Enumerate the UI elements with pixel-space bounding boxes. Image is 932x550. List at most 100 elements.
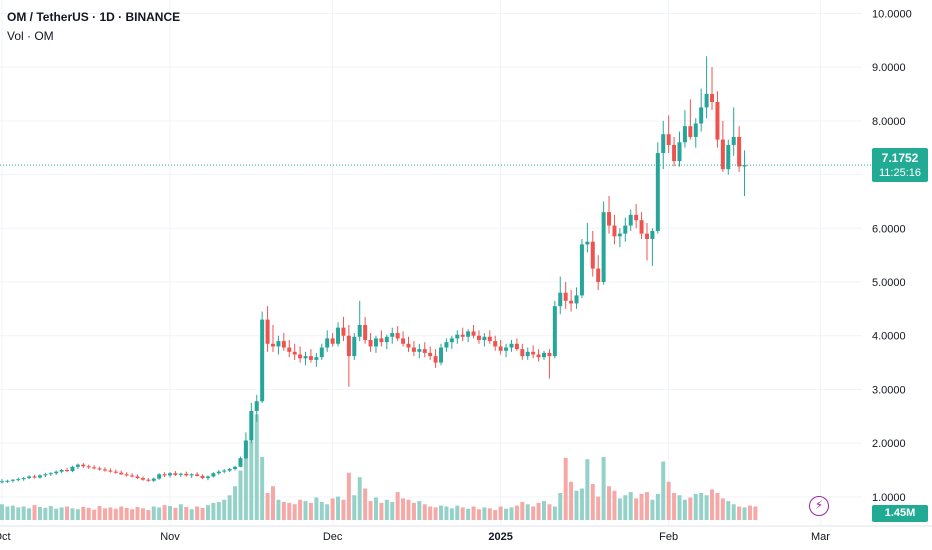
x-tick-label: 2025 [488, 531, 512, 543]
candle [271, 324, 275, 352]
candle [108, 468, 113, 473]
candle [5, 479, 10, 483]
volume-bar [357, 477, 362, 520]
candle [330, 333, 335, 347]
candle [704, 56, 709, 119]
volume-bar [346, 472, 351, 520]
volume-bar [466, 508, 471, 520]
volume-bar [666, 481, 671, 520]
y-tick-label: 8.0000 [872, 116, 906, 128]
candle [70, 465, 75, 473]
candle [238, 456, 243, 468]
volume-bar [287, 502, 292, 520]
candle [65, 467, 70, 473]
volume-bar [525, 504, 530, 520]
candle [417, 343, 422, 359]
volume-bar [59, 507, 64, 520]
volume-bar [238, 470, 243, 520]
volume-bar [260, 457, 265, 520]
y-tick-label: 2.0000 [872, 438, 906, 450]
candle [504, 343, 509, 358]
candle [514, 338, 519, 351]
candle [368, 333, 373, 352]
volume-bar [558, 493, 563, 520]
volume-bar [336, 496, 341, 520]
volume-bar [314, 497, 319, 520]
volume-bar [731, 504, 736, 520]
volume-bar [341, 499, 346, 520]
candle [357, 300, 362, 342]
volume-bar [417, 501, 422, 520]
candle [623, 217, 628, 242]
volume-bar [75, 509, 80, 520]
candle [411, 341, 416, 357]
volume-bar [563, 457, 568, 520]
candle [455, 330, 460, 344]
candle [113, 469, 118, 474]
candle [173, 471, 178, 476]
y-tick-label: 6.0000 [872, 223, 906, 235]
candle [542, 350, 546, 360]
candle [737, 126, 742, 172]
candle [0, 479, 4, 484]
volume-bar [547, 504, 552, 520]
candle [384, 334, 389, 350]
volume-bar [607, 486, 612, 520]
candle [552, 300, 557, 359]
candle [688, 99, 693, 140]
volume-bar [476, 509, 481, 520]
volume-bar [37, 506, 42, 520]
candle [140, 476, 145, 481]
lightning-icon[interactable]: ⚡ [809, 496, 829, 516]
candle [590, 230, 595, 277]
candle [200, 474, 205, 480]
candle [189, 473, 194, 479]
candle [363, 316, 368, 344]
volume-bar [471, 506, 476, 520]
volume-bar [195, 506, 200, 520]
candle [563, 281, 568, 309]
candle [178, 472, 183, 478]
candle [720, 120, 725, 172]
candle [612, 214, 617, 245]
candle [449, 335, 454, 350]
candle [92, 465, 97, 470]
volume-bar [130, 509, 135, 520]
volume-bar [612, 490, 617, 520]
candle [102, 467, 107, 472]
volume-indicator-label: Vol · OM [7, 29, 54, 43]
candle [460, 327, 465, 342]
volume-bar [16, 507, 21, 520]
candle [319, 343, 324, 360]
volume-bar [628, 492, 633, 520]
candle [644, 222, 649, 261]
candle [422, 342, 427, 358]
candle [336, 322, 341, 347]
volume-bar [411, 502, 416, 520]
volume-bar [574, 490, 579, 520]
volume-bar [585, 459, 590, 520]
volume-bar [222, 499, 227, 520]
volume-bar [644, 492, 649, 520]
candle [292, 343, 297, 360]
candle [439, 343, 444, 366]
volume-bar [352, 495, 357, 520]
candle [314, 352, 319, 367]
volume-bar [542, 501, 546, 520]
candle [135, 474, 140, 480]
candle [151, 477, 156, 482]
volume-bar [211, 502, 216, 520]
x-tick-label: Feb [659, 531, 678, 543]
candle [493, 335, 498, 351]
candle [579, 239, 584, 299]
volume-bar [292, 504, 297, 520]
volume-bar [449, 508, 454, 520]
candle [287, 340, 292, 358]
candle [487, 330, 492, 344]
candle [216, 470, 221, 475]
candle [21, 477, 26, 481]
candle [346, 324, 351, 387]
volume-bar [726, 501, 731, 520]
volume-bar [715, 493, 720, 520]
